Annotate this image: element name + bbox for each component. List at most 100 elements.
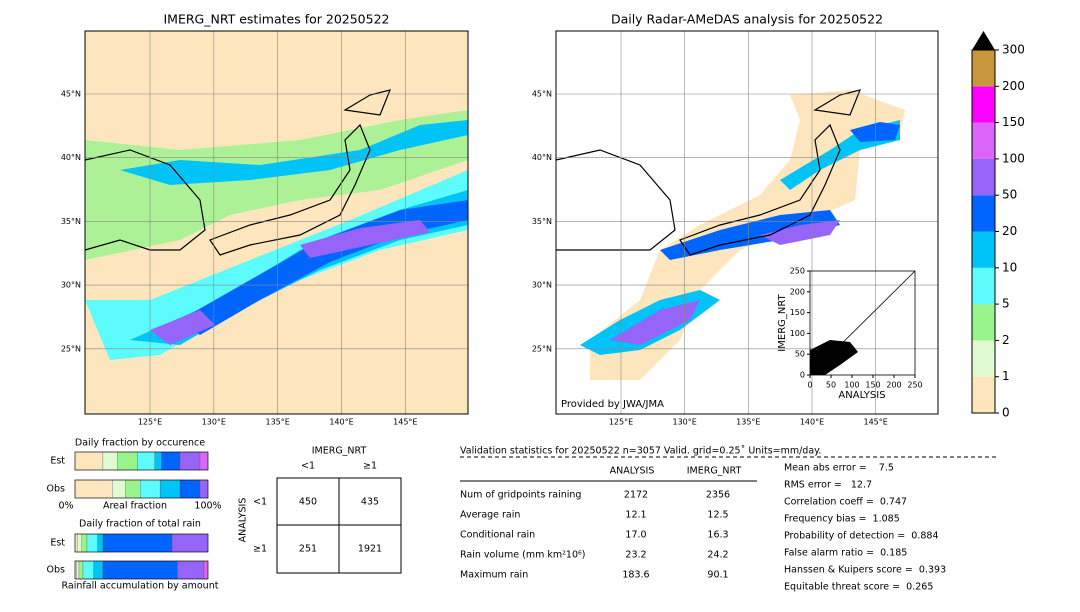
lon-label: 145°E xyxy=(864,418,888,427)
stat-value: 16.3 xyxy=(707,530,728,541)
lat-label: 45°N xyxy=(61,90,81,99)
map-frame xyxy=(555,30,939,415)
colorbar-label: 100 xyxy=(1002,151,1025,165)
stat-value: 183.6 xyxy=(622,570,649,581)
row-label: ≥1 xyxy=(253,544,267,555)
col-label: ≥1 xyxy=(363,461,377,472)
colorbar-label: 10 xyxy=(1002,260,1017,274)
stat-value: 2172 xyxy=(624,490,648,501)
fraction-segment xyxy=(199,479,209,499)
fraction-segment xyxy=(112,479,126,499)
right-map xyxy=(555,31,938,414)
fraction-segment xyxy=(74,479,113,499)
colorbar-segment xyxy=(972,231,995,268)
fraction-segment xyxy=(154,451,162,471)
colorbar-label: 50 xyxy=(1002,188,1017,202)
fraction-segment xyxy=(102,451,118,471)
stat-value: 12.1 xyxy=(625,510,646,521)
contingency-grid xyxy=(276,477,402,574)
colorbar-segment xyxy=(972,158,995,196)
colorbar-label: 200 xyxy=(1002,79,1025,93)
lat-label: 35°N xyxy=(61,217,81,226)
fraction-segment xyxy=(125,479,141,499)
fraction-segment xyxy=(171,533,209,553)
stat-value: 2356 xyxy=(706,490,730,501)
lat-label: 25°N xyxy=(61,344,81,353)
fraction-segment xyxy=(74,533,78,553)
y-tick-label: 250 xyxy=(790,267,805,276)
scatter-frame xyxy=(809,270,916,376)
lat-label: 30°N xyxy=(532,281,552,290)
score: Correlation coeff = 0.747 xyxy=(784,497,907,508)
stat-value: 24.2 xyxy=(707,550,728,561)
fraction-segment xyxy=(137,451,155,471)
score: False alarm ratio = 0.185 xyxy=(784,548,907,559)
fraction-segment xyxy=(102,533,173,553)
lat-label: 35°N xyxy=(532,217,552,226)
y-axis-label: IMERG_NRT xyxy=(777,293,788,351)
row-label: Rain volume (mm km²10⁶) xyxy=(460,550,586,561)
map-frame xyxy=(84,30,469,415)
y-tick-label: 50 xyxy=(795,350,805,359)
x-tick-label: 150 xyxy=(865,381,880,390)
row-label: Conditional rain xyxy=(460,530,535,541)
col-title: IMERG_NRT xyxy=(312,446,367,457)
fraction-segment xyxy=(77,533,82,553)
colorbar-label: 20 xyxy=(1002,224,1017,238)
fraction-segment xyxy=(81,533,88,553)
x-tick-label: 50 xyxy=(826,381,836,390)
credit: Provided by JWA/JMA xyxy=(561,399,664,410)
x-axis-label: ANALYSIS xyxy=(838,390,885,401)
fraction-title: Daily fraction of total rain xyxy=(79,519,201,530)
row-label: Est xyxy=(50,538,65,549)
bar-frame xyxy=(74,560,209,580)
axis-label: 100% xyxy=(194,501,221,512)
colorbar-label: 300 xyxy=(1002,43,1025,57)
stat-value: 90.1 xyxy=(707,570,728,581)
fraction-segment xyxy=(177,560,205,580)
lon-label: 145°E xyxy=(393,418,417,427)
axis-label: 0% xyxy=(58,501,73,512)
colorbar-segment xyxy=(972,195,995,232)
stats-header: Validation statistics for 20250522 n=305… xyxy=(460,446,821,457)
row-label: Average rain xyxy=(460,510,520,521)
fraction-segment xyxy=(161,451,181,471)
bar-frame xyxy=(74,533,209,553)
fraction-segment xyxy=(199,451,209,471)
lon-label: 125°E xyxy=(609,418,633,427)
row-label: Est xyxy=(50,456,65,467)
x-tick-label: 200 xyxy=(886,381,901,390)
fraction-segment xyxy=(97,533,104,553)
fraction-segment xyxy=(78,560,84,580)
left-map xyxy=(84,31,468,414)
lon-label: 135°E xyxy=(736,418,760,427)
fraction-segment xyxy=(74,451,104,471)
colorbar-segment xyxy=(972,340,995,377)
colorbar-label: 2 xyxy=(1002,333,1010,347)
colorbar-segment xyxy=(972,86,995,123)
fraction-title: Daily fraction by occurence xyxy=(75,438,205,449)
colorbar-extend xyxy=(972,31,995,50)
cell-value: 450 xyxy=(299,497,317,508)
fraction-segment xyxy=(76,560,80,580)
y-tick-label: 100 xyxy=(790,329,805,338)
fraction-segment xyxy=(179,479,201,499)
row-label: Num of gridpoints raining xyxy=(460,490,581,501)
y-tick-label: 0 xyxy=(800,371,805,380)
scatter-cloud xyxy=(810,340,858,375)
map-title: Daily Radar-AMeDAS analysis for 20250522 xyxy=(611,12,883,27)
lon-label: 130°E xyxy=(202,418,226,427)
x-tick-label: 0 xyxy=(807,381,812,390)
column-header: IMERG_NRT xyxy=(687,466,742,477)
row-label: Maximum rain xyxy=(460,570,528,581)
fraction-segment xyxy=(93,560,104,580)
lon-label: 140°E xyxy=(800,418,824,427)
lon-label: 125°E xyxy=(138,418,162,427)
map-title: IMERG_NRT estimates for 20250522 xyxy=(163,12,389,27)
row-label: Obs xyxy=(47,484,66,495)
y-tick-label: 150 xyxy=(790,308,805,317)
lat-label: 25°N xyxy=(532,344,552,353)
fraction-segment xyxy=(179,451,201,471)
fraction-segment xyxy=(140,479,161,499)
colorbar-segment xyxy=(972,50,995,87)
